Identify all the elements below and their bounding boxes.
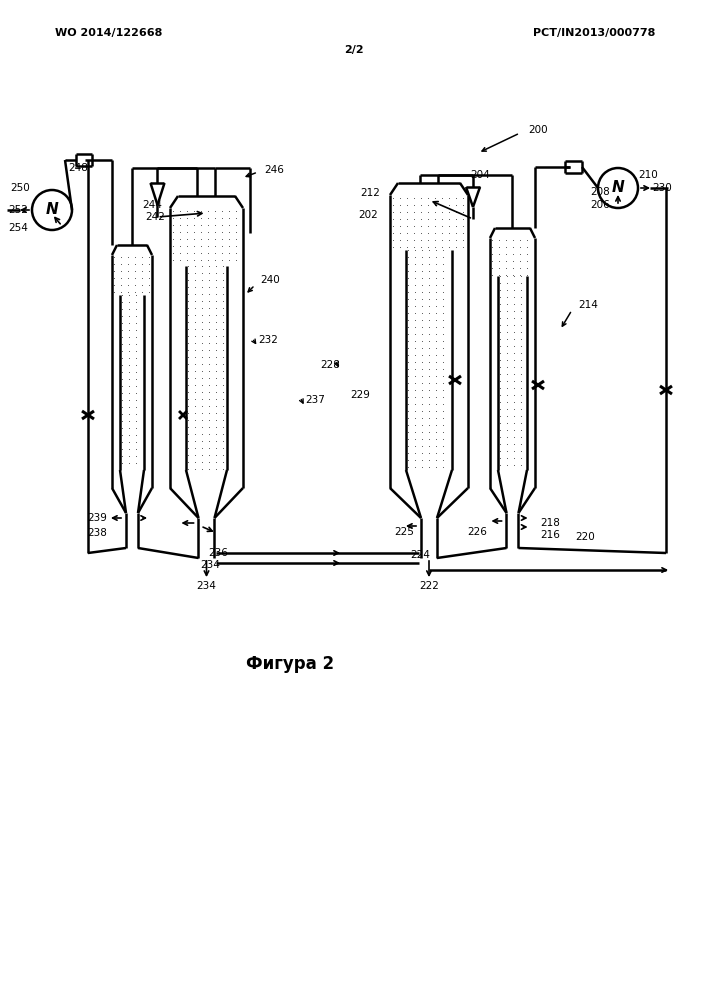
Text: 208: 208 [590,187,609,197]
Text: 225: 225 [394,527,414,537]
Text: 240: 240 [260,275,280,285]
Text: 202: 202 [358,210,378,220]
Text: 242: 242 [145,212,165,222]
Text: 248: 248 [68,163,88,173]
Text: 236: 236 [208,548,228,558]
Text: 237: 237 [305,395,325,405]
Text: 206: 206 [590,200,609,210]
Text: 234: 234 [197,581,216,591]
Text: 239: 239 [87,513,107,523]
Text: 210: 210 [638,170,658,180]
Text: 244: 244 [142,200,162,210]
Text: WO 2014/122668: WO 2014/122668 [55,28,163,38]
Text: 234: 234 [200,560,220,570]
Text: 2/2: 2/2 [344,45,364,55]
Text: 252: 252 [8,205,28,215]
Text: 229: 229 [350,390,370,400]
Text: N: N [612,180,624,196]
Text: N: N [46,202,59,218]
Text: 218: 218 [540,518,560,528]
Text: PCT/IN2013/000778: PCT/IN2013/000778 [532,28,655,38]
Text: 238: 238 [87,528,107,538]
Text: 212: 212 [360,188,380,198]
Text: 220: 220 [575,532,595,542]
Text: 250: 250 [10,183,30,193]
Text: 246: 246 [264,165,284,175]
Text: 228: 228 [320,360,340,370]
Text: 232: 232 [258,335,278,345]
Text: 254: 254 [8,223,28,233]
Text: Фигура 2: Фигура 2 [246,655,334,673]
Text: 214: 214 [578,300,598,310]
Text: 200: 200 [528,125,548,135]
Text: 216: 216 [540,530,560,540]
Text: 226: 226 [467,527,487,537]
Text: 224: 224 [410,550,430,560]
Text: 230: 230 [652,183,672,193]
Text: 222: 222 [419,581,439,591]
Text: 204: 204 [470,170,490,180]
